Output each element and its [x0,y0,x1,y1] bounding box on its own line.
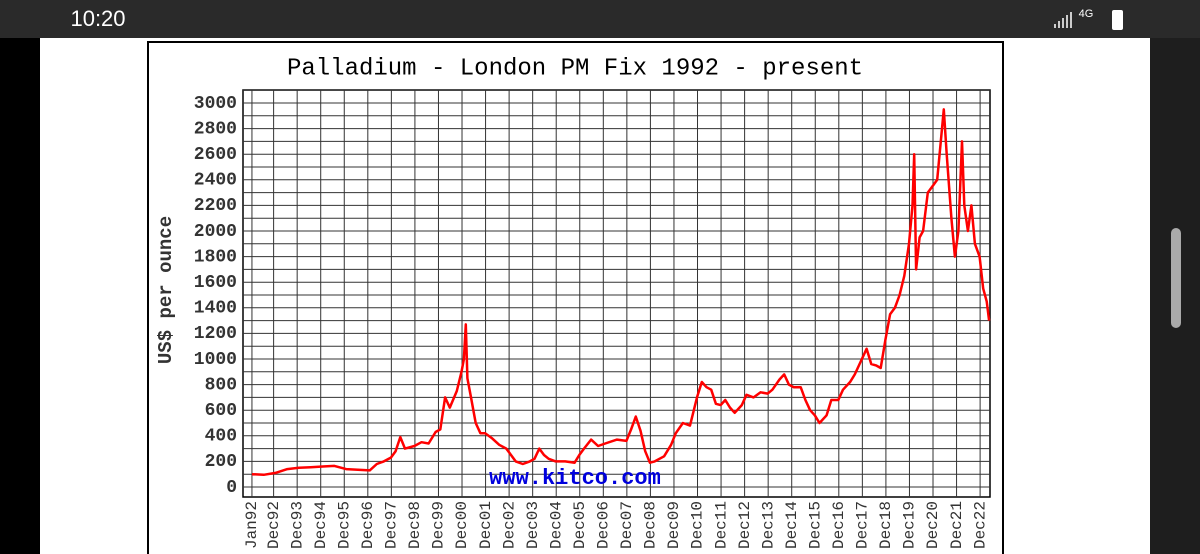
x-tick-label: Dec12 [736,501,754,549]
y-tick-label: 1400 [194,299,237,319]
x-tick-label: Dec20 [924,501,942,549]
x-tick-label: Dec01 [477,501,495,549]
x-tick-label: Dec15 [806,501,824,549]
x-tick-label: Dec05 [571,501,589,549]
y-tick-label: 600 [205,401,237,421]
y-tick-label: 3000 [194,94,237,114]
y-tick-label: 1600 [194,273,237,293]
clock: 10:20 [70,6,125,31]
battery-icon [1112,10,1123,30]
x-tick-label: Dec03 [524,501,542,549]
left-margin [0,38,40,554]
y-tick-label: 800 [205,375,237,395]
x-tick-label: Dec98 [406,501,424,549]
x-tick-label: Jan92 [243,501,261,549]
x-tick-label: Dec97 [383,501,401,549]
x-tick-label: Dec04 [547,501,565,549]
watermark: www.kitco.com [489,466,661,491]
y-tick-label: 400 [205,427,237,447]
x-tick-label: Dec16 [830,501,848,549]
x-tick-label: Dec99 [430,501,448,549]
x-tick-label: Dec96 [359,501,377,549]
y-tick-label: 2200 [194,196,237,216]
x-tick-label: Dec92 [265,501,283,549]
y-tick-label: 2000 [194,222,237,242]
y-tick-label: 200 [205,452,237,472]
status-bar [0,0,1200,38]
x-tick-label: Dec93 [288,501,306,549]
y-axis-label: US$ per ounce [155,216,177,364]
scrollbar[interactable] [1171,228,1181,328]
x-tick-label: Dec10 [689,501,707,549]
y-tick-label: 2800 [194,119,237,139]
x-tick-label: Dec18 [877,501,895,549]
x-tick-label: Dec94 [312,501,330,549]
x-tick-label: Dec00 [453,501,471,549]
x-tick-label: Dec11 [712,501,730,549]
x-tick-label: Dec09 [665,501,683,549]
x-tick-label: Dec17 [854,501,872,549]
x-tick-label: Dec08 [642,501,660,549]
x-tick-label: Dec21 [948,501,966,549]
y-tick-label: 1000 [194,350,237,370]
x-tick-label: Dec02 [500,501,518,549]
plot: 0 200 400 600 800 1000 1200 1400 1600 1800 2000 220… [194,89,991,549]
x-tick-label: Dec06 [595,501,613,549]
network-label: 4G [1079,8,1094,20]
y-tick-label: 2600 [194,145,237,165]
y-tick-label: 1800 [194,247,237,267]
x-tick-label: Dec22 [971,501,989,549]
x-tick-label: Dec19 [901,501,919,549]
y-tick-label: 2400 [194,171,237,191]
signal-icon [1054,12,1072,28]
x-tick-label: Dec13 [759,501,777,549]
price-line [251,108,991,477]
y-tick-label: 0 [226,478,237,498]
x-tick-label: Dec95 [335,501,353,549]
y-tick-label: 1200 [194,324,237,344]
x-tick-label: Dec07 [618,501,636,549]
chart-title: Palladium - London PM Fix 1992 - present [287,55,863,82]
x-tick-label: Dec14 [783,501,801,549]
